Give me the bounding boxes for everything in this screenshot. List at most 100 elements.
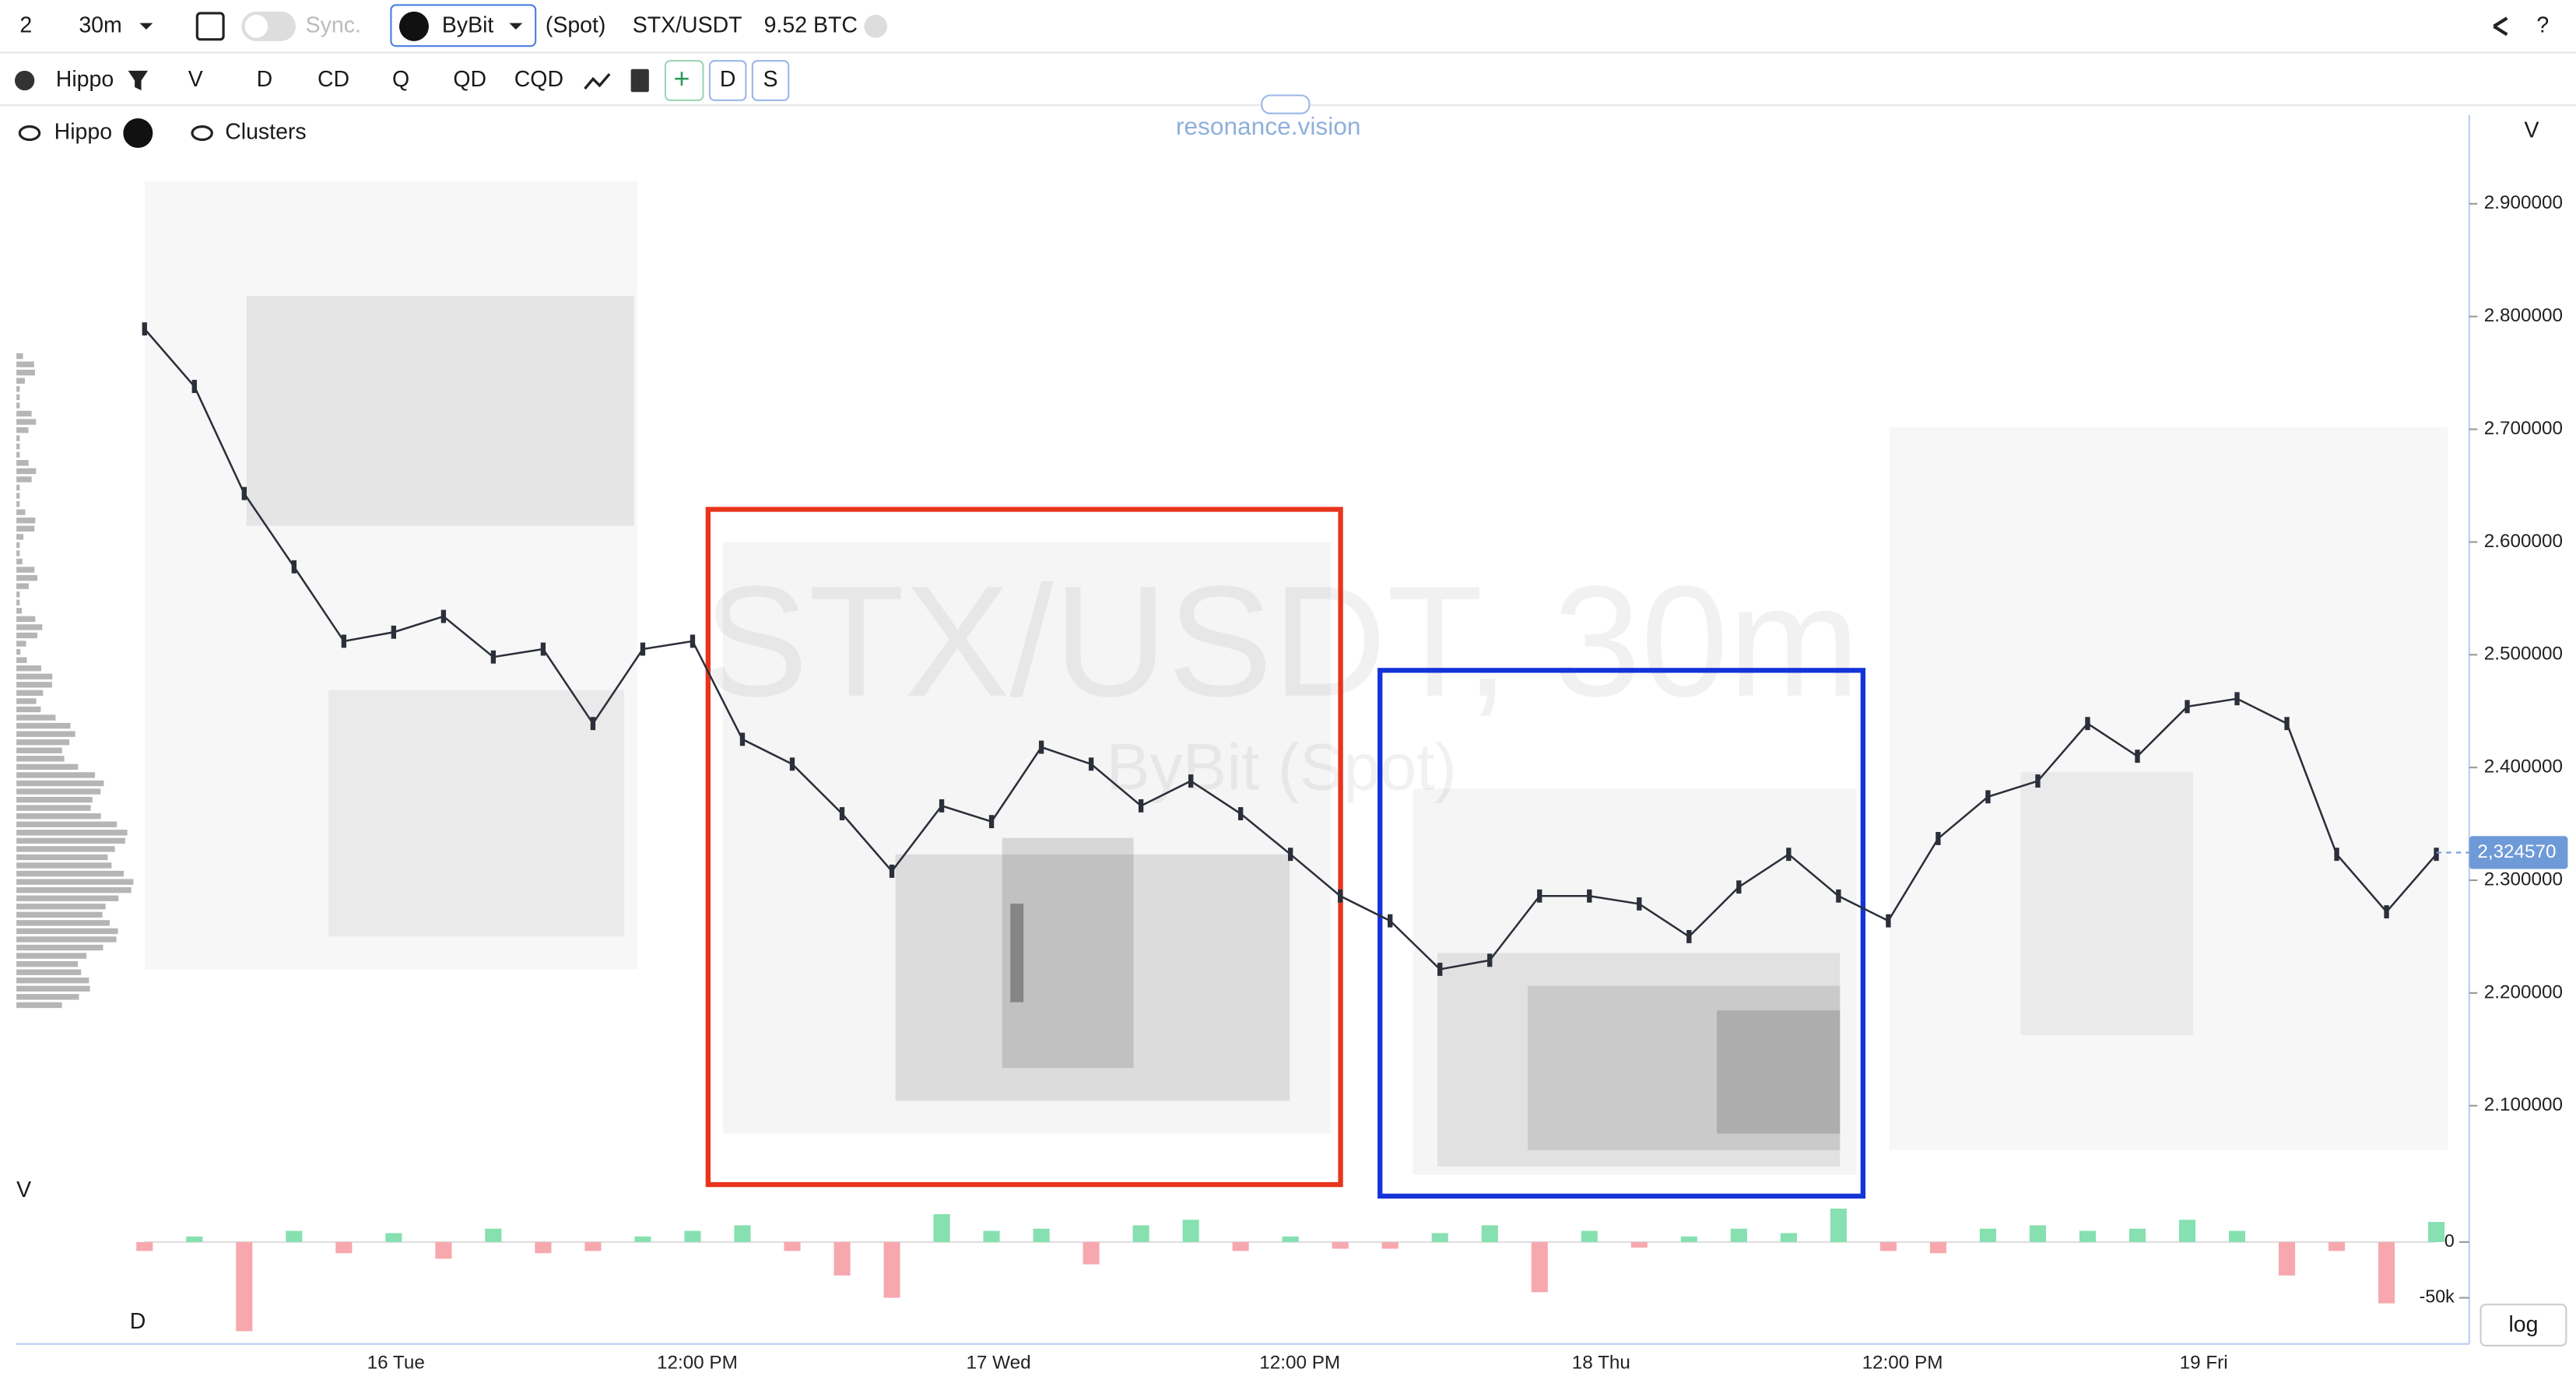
indicator-button[interactable]: Q <box>392 67 409 92</box>
price-candle <box>241 486 247 500</box>
delta-bar <box>2129 1228 2146 1242</box>
toggle-button[interactable]: D <box>720 67 736 92</box>
profile-bar <box>16 419 37 425</box>
x-tick-label: 12:00 PM <box>657 1353 738 1374</box>
price-candle <box>1437 963 1443 976</box>
indicator-button[interactable]: CQD <box>514 67 563 92</box>
delta-bar <box>933 1214 950 1242</box>
delta-bar <box>784 1241 801 1251</box>
profile-bar <box>16 518 36 524</box>
layout-count[interactable]: 2 <box>19 12 32 37</box>
price-candle <box>391 625 397 639</box>
indicator[interactable]: Hippo <box>56 67 114 92</box>
profile-bar <box>16 509 26 515</box>
price-candle <box>1786 848 1792 862</box>
add-button[interactable]: + <box>673 63 690 94</box>
volume-label: V <box>16 1178 31 1202</box>
indicator-button[interactable]: CD <box>318 67 349 92</box>
watermark-exchange: ByBit (Spot) <box>1106 731 1456 804</box>
y-tick-label: 2.900000 <box>2484 192 2563 213</box>
toggle-button[interactable]: S <box>763 67 778 92</box>
profile-bar <box>16 641 26 647</box>
indicator-button[interactable]: QD <box>453 67 486 92</box>
delta-bar <box>335 1241 353 1254</box>
delta-bar <box>1232 1241 1249 1251</box>
price-candle <box>889 864 895 878</box>
delta-bar <box>1332 1241 1349 1249</box>
delta-bar <box>1381 1241 1399 1249</box>
help[interactable]: ? <box>2536 12 2549 37</box>
profile-bar <box>16 394 20 401</box>
indicator-button[interactable]: V <box>188 67 203 92</box>
volume-profile <box>16 353 134 1009</box>
profile-bar <box>16 985 90 992</box>
profile-bar <box>16 673 53 679</box>
profile-bar <box>16 763 79 770</box>
profile-bar <box>16 854 108 861</box>
price-candle <box>1338 889 1343 903</box>
delta-bar <box>2228 1230 2246 1242</box>
exchange[interactable]: ByBit <box>442 12 494 37</box>
profile-bar <box>16 690 44 697</box>
price-candle <box>988 815 995 829</box>
price-candle <box>2185 700 2190 714</box>
profile-bar <box>16 944 104 951</box>
sync-toggle[interactable]: Sync. <box>306 12 361 37</box>
delta-bar <box>2328 1241 2346 1251</box>
price-candle <box>1587 889 1592 903</box>
delta-bar <box>236 1241 253 1332</box>
profile-bar <box>16 739 70 746</box>
profile-bar <box>16 377 25 384</box>
log-button[interactable]: log <box>2508 1312 2538 1337</box>
price-candle <box>2284 717 2290 731</box>
price-candle <box>2234 692 2240 706</box>
interval[interactable]: 30m <box>79 12 121 37</box>
delta-bar <box>684 1230 701 1242</box>
profile-bar <box>16 370 35 376</box>
delta-bar <box>2428 1222 2445 1242</box>
market: (Spot) <box>546 12 606 37</box>
y-tick-label: 2.700000 <box>2484 418 2563 439</box>
profile-bar <box>16 1002 62 1009</box>
profile-bar <box>16 616 36 623</box>
legend-clusters[interactable]: Clusters <box>225 120 306 145</box>
profile-bar <box>16 911 103 918</box>
price-candle <box>1038 740 1044 754</box>
profile-bar <box>16 969 82 975</box>
legend-hippo[interactable]: Hippo <box>54 120 112 145</box>
profile-bar <box>16 525 35 532</box>
profile-bar <box>16 402 20 409</box>
delta-bar <box>1780 1233 1797 1242</box>
price-candle <box>1936 831 1941 845</box>
profile-bar <box>16 444 20 450</box>
price-candle <box>1237 807 1244 820</box>
price-candle <box>540 642 546 656</box>
price-candle <box>2035 774 2041 788</box>
delta-bar <box>385 1233 402 1242</box>
delta-bar <box>883 1241 900 1298</box>
delta-bar <box>1282 1236 1299 1242</box>
delta-tick-label: -50k <box>2420 1286 2455 1307</box>
profile-bar <box>16 747 62 753</box>
delta-bar <box>136 1241 153 1251</box>
y-tick-label: 2.800000 <box>2484 305 2563 326</box>
delta-bar <box>1481 1225 1498 1242</box>
indicator-button[interactable]: D <box>257 67 273 92</box>
delta-bar <box>1431 1233 1448 1242</box>
profile-bar <box>16 426 29 433</box>
delta-bar <box>983 1230 1000 1242</box>
volume: 9.52 BTC <box>764 12 858 37</box>
profile-bar <box>16 698 37 704</box>
price-candle <box>341 634 347 648</box>
heatmap <box>246 296 2194 1175</box>
profile-bar <box>16 904 106 910</box>
delta-bar <box>1830 1208 1847 1242</box>
delta-bar <box>834 1241 851 1276</box>
price-candle <box>789 757 795 771</box>
price-candle <box>1388 914 1393 928</box>
profile-bar <box>16 484 20 491</box>
profile-bar <box>16 731 75 737</box>
profile-bar <box>16 862 112 869</box>
price-candle <box>739 732 746 746</box>
